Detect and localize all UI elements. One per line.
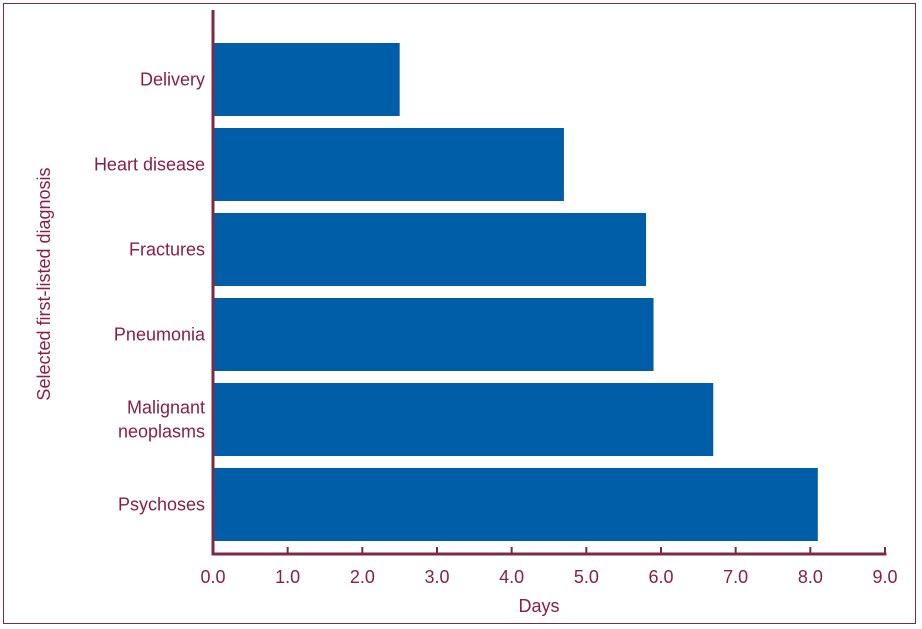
x-tick-label: 6.0 <box>648 567 673 587</box>
x-tick-label: 9.0 <box>872 567 897 587</box>
x-tick-label: 7.0 <box>723 567 748 587</box>
bar-pneumonia <box>213 298 654 371</box>
x-tick-label: 1.0 <box>275 567 300 587</box>
bars-group <box>213 43 818 541</box>
axes-group <box>211 10 887 556</box>
category-label: Heart disease <box>94 155 205 175</box>
x-tick-label: 2.0 <box>350 567 375 587</box>
bar-fractures <box>213 213 647 286</box>
category-label: Delivery <box>140 70 205 90</box>
x-tick-label: 0.0 <box>200 567 225 587</box>
x-tick-label: 8.0 <box>798 567 823 587</box>
x-tick-label: 3.0 <box>424 567 449 587</box>
x-tick-label: 5.0 <box>574 567 599 587</box>
category-label: Malignant neoplasms <box>118 398 205 442</box>
category-label: Psychoses <box>118 495 205 515</box>
y-axis-title: Selected first-listed diagnosis <box>34 167 54 400</box>
bar-malignant-neoplasms <box>213 383 714 456</box>
bar-heart-disease <box>213 128 564 201</box>
bar-psychoses <box>213 468 818 541</box>
bar-delivery <box>213 43 400 116</box>
x-tick-label: 4.0 <box>499 567 524 587</box>
category-label: Fractures <box>129 240 205 260</box>
x-axis-title: Days <box>518 596 559 616</box>
labels-group: Delivery Heart disease Fractures Pneumonia M… <box>94 70 898 588</box>
category-label: Pneumonia <box>114 325 206 345</box>
